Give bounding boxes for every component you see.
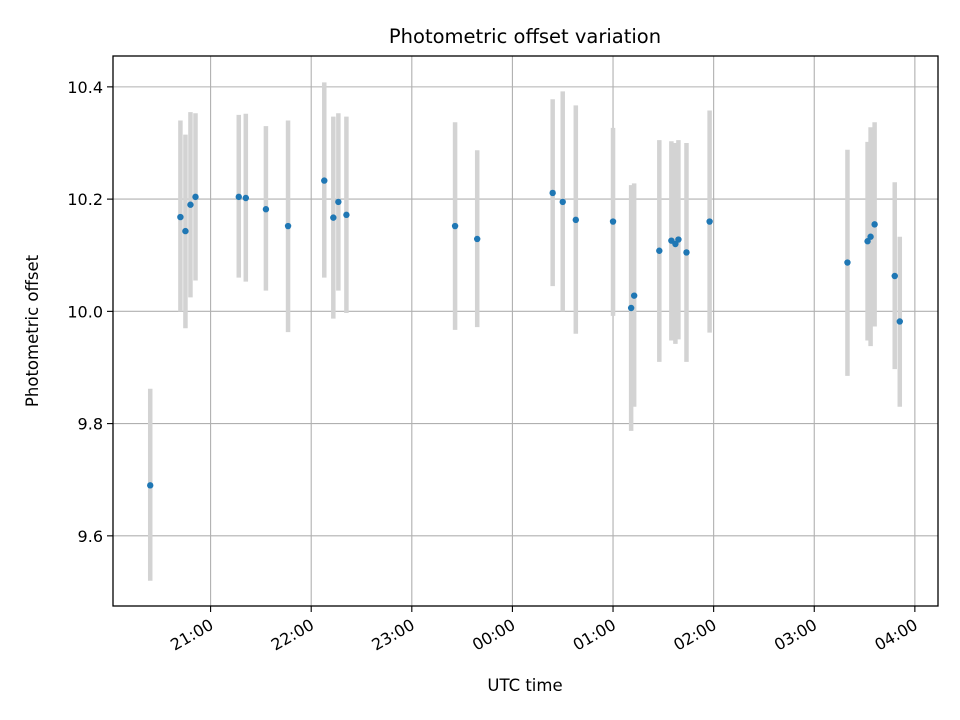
data-point	[572, 216, 580, 224]
data-point	[474, 235, 481, 243]
data-point	[672, 240, 679, 248]
y-tick-label: 10.4	[67, 78, 103, 97]
y-axis-label: Photometric offset	[23, 254, 42, 407]
data-point	[335, 198, 342, 206]
data-point	[242, 194, 250, 202]
data-point	[321, 177, 328, 184]
data-point	[609, 218, 617, 225]
grid-layer	[113, 56, 938, 606]
data-point	[864, 238, 871, 245]
data-point	[182, 227, 189, 235]
data-point	[891, 272, 898, 280]
y-tick-label: 10.2	[67, 190, 103, 209]
data-point	[262, 206, 270, 213]
data-point	[549, 189, 556, 197]
data-point	[235, 193, 242, 201]
y-axis: 9.6 9.8 10.0 10.2 10.4	[67, 78, 113, 546]
y-tick-label: 9.6	[78, 527, 103, 546]
data-point	[187, 201, 194, 208]
point-layer	[147, 177, 903, 489]
data-point	[630, 292, 638, 299]
data-point	[706, 218, 713, 225]
chart-title: Photometric offset variation	[389, 25, 661, 48]
data-point	[147, 482, 154, 489]
data-point	[656, 247, 663, 254]
plot-frame	[112, 55, 939, 607]
data-point	[343, 211, 350, 219]
y-tick-label: 10.0	[67, 302, 103, 321]
data-point	[177, 213, 184, 221]
data-point	[683, 249, 690, 256]
data-point	[871, 221, 878, 228]
data-point	[330, 214, 337, 221]
data-point	[867, 233, 874, 240]
data-point	[559, 198, 566, 206]
data-point	[675, 236, 682, 243]
data-point	[627, 304, 635, 312]
y-tick-label: 9.8	[78, 415, 103, 434]
data-point	[844, 259, 851, 266]
data-point	[451, 222, 459, 230]
data-point	[284, 222, 292, 230]
data-point	[192, 193, 199, 201]
x-axis-label: UTC time	[487, 676, 562, 695]
data-point	[896, 318, 903, 325]
